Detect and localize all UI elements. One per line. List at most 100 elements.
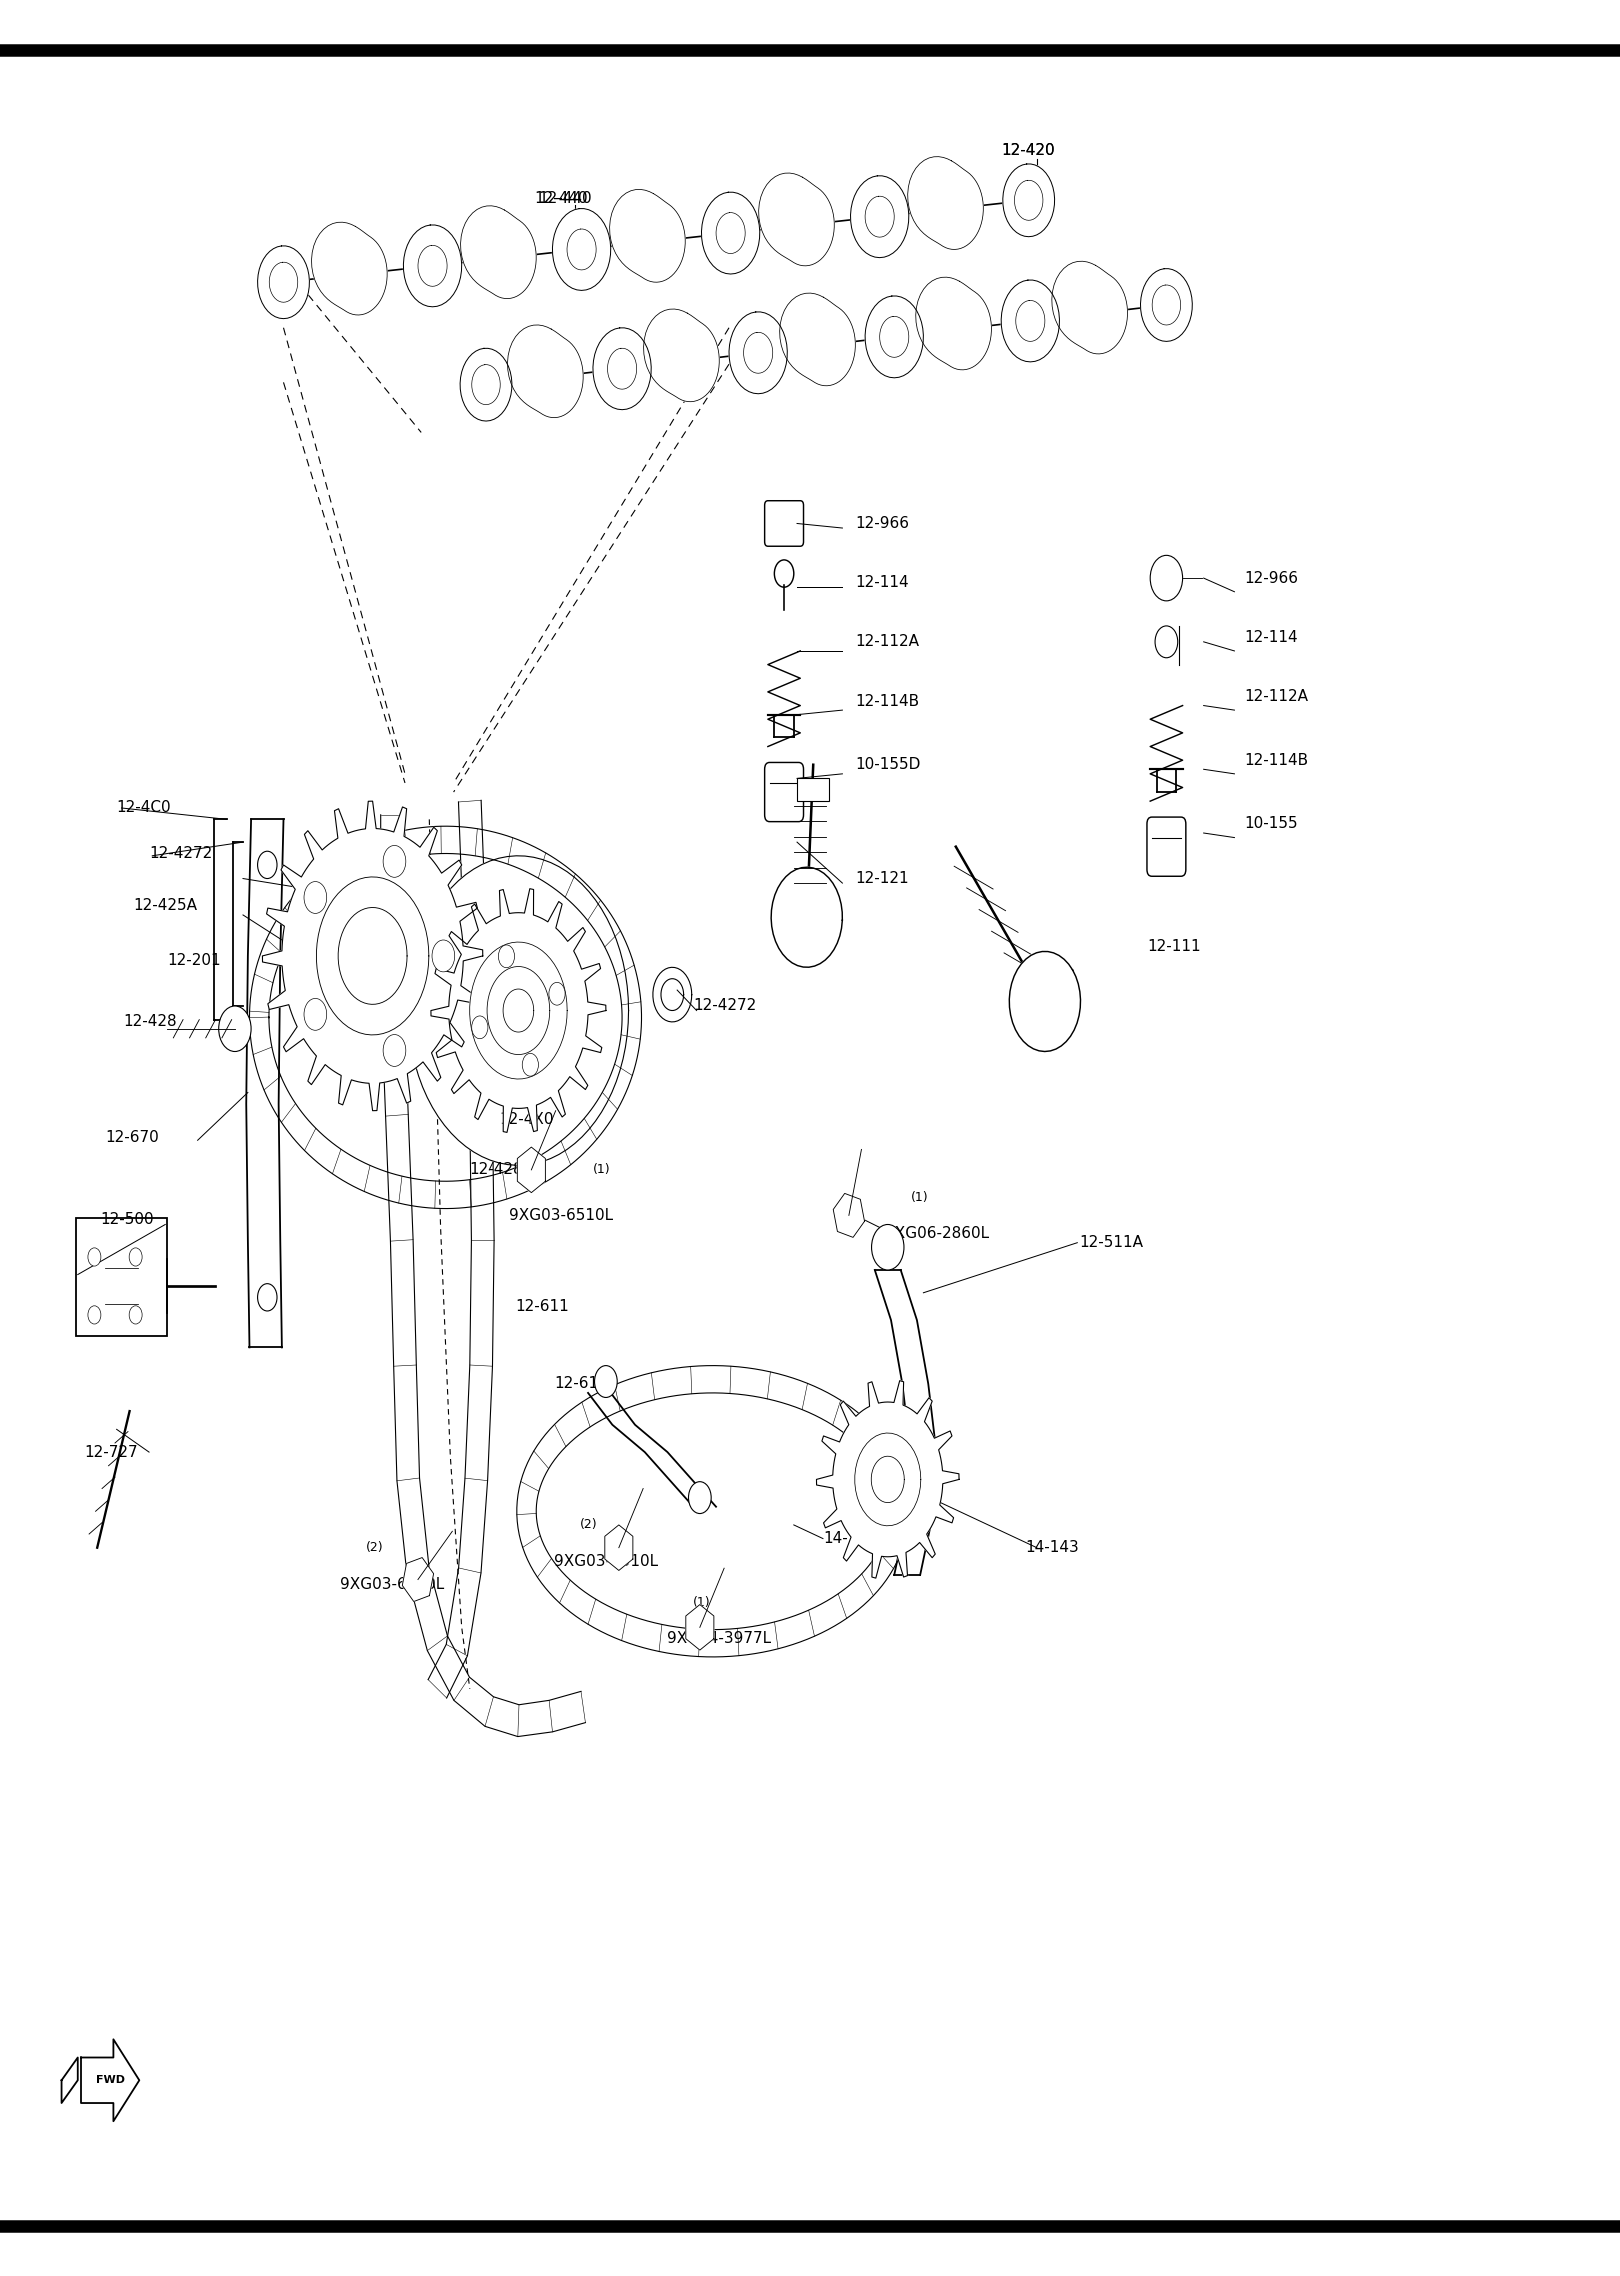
Circle shape bbox=[433, 940, 455, 972]
Text: 12-966: 12-966 bbox=[855, 517, 909, 530]
Circle shape bbox=[130, 1306, 143, 1325]
Text: 12-4C0: 12-4C0 bbox=[117, 801, 172, 815]
Circle shape bbox=[1155, 626, 1178, 658]
Polygon shape bbox=[816, 1382, 959, 1577]
Polygon shape bbox=[701, 191, 760, 273]
Polygon shape bbox=[604, 1525, 633, 1570]
Text: 12-4X0: 12-4X0 bbox=[499, 1113, 554, 1127]
Circle shape bbox=[382, 844, 405, 876]
Text: 9XG03-6510L: 9XG03-6510L bbox=[554, 1555, 658, 1568]
Text: 12-611: 12-611 bbox=[515, 1300, 569, 1313]
Text: 12-111: 12-111 bbox=[1147, 940, 1200, 954]
Text: 12-511A: 12-511A bbox=[1079, 1236, 1144, 1250]
Polygon shape bbox=[460, 205, 536, 298]
Text: 12-500: 12-500 bbox=[100, 1213, 154, 1227]
Circle shape bbox=[774, 560, 794, 587]
Circle shape bbox=[258, 851, 277, 879]
Text: 10-155: 10-155 bbox=[1244, 817, 1298, 831]
Text: 12-440: 12-440 bbox=[538, 191, 591, 205]
Polygon shape bbox=[833, 1193, 865, 1238]
Text: 12-428: 12-428 bbox=[470, 1163, 523, 1177]
Polygon shape bbox=[685, 1605, 714, 1650]
Polygon shape bbox=[431, 888, 606, 1133]
Polygon shape bbox=[470, 942, 567, 1079]
Polygon shape bbox=[460, 348, 512, 421]
Polygon shape bbox=[865, 296, 923, 378]
Text: 12-114B: 12-114B bbox=[1244, 753, 1309, 767]
Text: 12-613: 12-613 bbox=[554, 1377, 608, 1391]
Text: (2): (2) bbox=[366, 1541, 384, 1555]
Polygon shape bbox=[339, 908, 407, 1004]
Circle shape bbox=[522, 1054, 538, 1077]
Polygon shape bbox=[488, 967, 549, 1054]
Text: (1): (1) bbox=[910, 1190, 928, 1204]
Text: 12-425A: 12-425A bbox=[133, 899, 198, 913]
Text: 14-143: 14-143 bbox=[1025, 1541, 1079, 1555]
FancyBboxPatch shape bbox=[1147, 817, 1186, 876]
Polygon shape bbox=[855, 1434, 920, 1525]
Circle shape bbox=[595, 1366, 617, 1397]
Circle shape bbox=[1150, 555, 1183, 601]
Circle shape bbox=[258, 1284, 277, 1311]
Circle shape bbox=[471, 1015, 488, 1038]
Polygon shape bbox=[1003, 164, 1055, 237]
Text: 12-4272: 12-4272 bbox=[693, 999, 757, 1013]
FancyBboxPatch shape bbox=[76, 1218, 167, 1336]
Polygon shape bbox=[872, 1457, 904, 1502]
Polygon shape bbox=[504, 990, 533, 1031]
Text: 12-114: 12-114 bbox=[1244, 630, 1298, 644]
Text: 9XG04-3977L: 9XG04-3977L bbox=[667, 1632, 771, 1646]
Circle shape bbox=[87, 1247, 100, 1265]
Text: 12-420: 12-420 bbox=[1001, 143, 1055, 157]
Bar bbox=[797, 778, 829, 801]
Text: 14-151: 14-151 bbox=[823, 1532, 876, 1545]
Text: 9XG03-6430L: 9XG03-6430L bbox=[340, 1577, 444, 1591]
Polygon shape bbox=[311, 223, 387, 314]
Polygon shape bbox=[1009, 951, 1081, 1052]
Text: 12-114: 12-114 bbox=[855, 576, 909, 589]
Polygon shape bbox=[771, 867, 842, 967]
Text: 12-201: 12-201 bbox=[167, 954, 220, 967]
Text: (1): (1) bbox=[593, 1163, 611, 1177]
Polygon shape bbox=[593, 328, 651, 410]
Text: 12-420: 12-420 bbox=[1001, 143, 1055, 157]
Polygon shape bbox=[81, 2039, 139, 2121]
Polygon shape bbox=[907, 157, 983, 250]
Polygon shape bbox=[758, 173, 834, 266]
Text: 12-727: 12-727 bbox=[84, 1445, 138, 1459]
FancyBboxPatch shape bbox=[765, 762, 804, 822]
Polygon shape bbox=[552, 209, 611, 291]
Polygon shape bbox=[729, 312, 787, 394]
Polygon shape bbox=[316, 876, 429, 1036]
Circle shape bbox=[87, 1306, 100, 1325]
Circle shape bbox=[219, 1006, 251, 1052]
Circle shape bbox=[382, 1036, 405, 1067]
Polygon shape bbox=[643, 310, 719, 401]
Circle shape bbox=[499, 945, 515, 967]
Polygon shape bbox=[408, 856, 629, 1165]
Text: 12-112A: 12-112A bbox=[855, 635, 920, 649]
Text: 12-966: 12-966 bbox=[1244, 571, 1298, 585]
Polygon shape bbox=[517, 1147, 546, 1193]
Text: 9XG06-2860L: 9XG06-2860L bbox=[885, 1227, 988, 1240]
Text: 12-428: 12-428 bbox=[123, 1015, 177, 1029]
Text: 10-155D: 10-155D bbox=[855, 758, 920, 772]
Polygon shape bbox=[850, 175, 909, 257]
Polygon shape bbox=[262, 801, 483, 1111]
Circle shape bbox=[305, 999, 327, 1031]
Text: 12-4272: 12-4272 bbox=[149, 847, 212, 860]
Circle shape bbox=[872, 1224, 904, 1270]
Polygon shape bbox=[609, 189, 685, 282]
Circle shape bbox=[305, 881, 327, 913]
Text: 12-121: 12-121 bbox=[855, 872, 909, 885]
Polygon shape bbox=[1001, 280, 1059, 362]
FancyBboxPatch shape bbox=[765, 501, 804, 546]
Text: FWD: FWD bbox=[96, 2076, 125, 2085]
Circle shape bbox=[549, 983, 565, 1006]
Text: 12-112A: 12-112A bbox=[1244, 690, 1309, 703]
Polygon shape bbox=[779, 294, 855, 385]
Circle shape bbox=[130, 1247, 143, 1265]
Text: (1): (1) bbox=[693, 1595, 711, 1609]
Text: 12-114B: 12-114B bbox=[855, 694, 920, 708]
Polygon shape bbox=[507, 325, 583, 417]
